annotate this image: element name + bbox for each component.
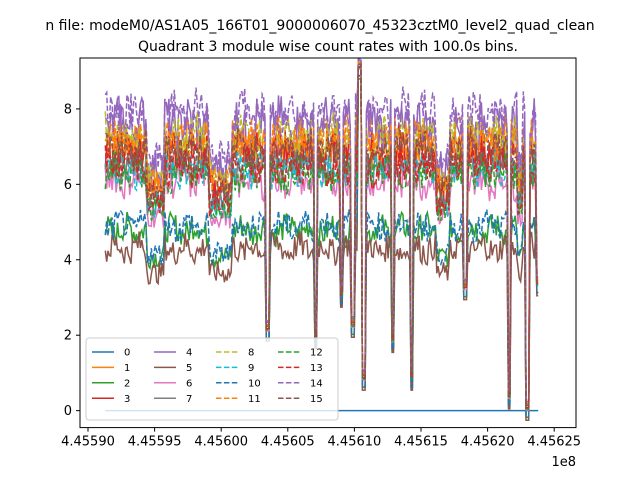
series-line — [104, 66, 539, 410]
series-line — [104, 63, 539, 407]
legend-label: 13 — [310, 363, 323, 374]
legend-label: 7 — [186, 394, 192, 405]
legend-label: 10 — [248, 378, 261, 389]
series-line — [104, 78, 539, 421]
series-13 — [104, 65, 539, 409]
series-5 — [104, 78, 539, 421]
legend-label: 0 — [124, 348, 130, 359]
x-tick-label: 4.45620 — [461, 435, 515, 450]
y-tick-label: 8 — [64, 102, 72, 117]
legend-label: 2 — [124, 378, 130, 389]
legend-label: 1 — [124, 363, 130, 374]
x-tick-label: 4.45625 — [527, 435, 581, 450]
legend-label: 6 — [186, 378, 192, 389]
x-tick-label: 4.45590 — [61, 435, 115, 450]
legend-label: 12 — [310, 348, 323, 359]
chart-title: Quadrant 3 module wise count rates with … — [138, 39, 518, 55]
legend-label: 5 — [186, 363, 192, 374]
series-10 — [104, 74, 539, 418]
series-line — [104, 65, 539, 409]
y-tick-label: 2 — [64, 329, 72, 344]
figure-suptitle: n file: modeM0/AS1A05_166T01_9000006070_… — [45, 18, 594, 34]
x-tick-label: 4.45615 — [394, 435, 448, 450]
series-line — [104, 74, 539, 418]
x-axis: 4.45590 4.45595 4.45600 4.45605 4.45610 4.456… — [61, 427, 581, 450]
legend-label: 15 — [310, 394, 323, 405]
x-tick-label: 4.45600 — [194, 435, 248, 450]
legend-label: 14 — [310, 378, 323, 389]
plot-area — [104, 58, 539, 421]
legend-label: 4 — [186, 348, 192, 359]
y-tick-label: 4 — [64, 253, 72, 268]
axes-frame — [79, 57, 577, 429]
series-9 — [104, 66, 539, 410]
legend-label: 11 — [248, 394, 261, 405]
legend-label: 8 — [248, 348, 254, 359]
series-12 — [104, 66, 539, 410]
x-tick-label: 4.45605 — [261, 435, 315, 450]
x-tick-label: 4.45595 — [128, 435, 182, 450]
legend-box — [85, 337, 339, 421]
y-tick-label: 6 — [64, 178, 72, 193]
series-15 — [104, 63, 539, 407]
y-tick-label: 0 — [64, 404, 72, 419]
series-line — [104, 66, 539, 410]
x-offset-label: 1e8 — [551, 455, 576, 470]
x-tick-label: 4.45610 — [328, 435, 382, 450]
y-axis: 0 2 4 6 8 — [64, 102, 80, 419]
legend-label: 3 — [124, 394, 130, 405]
legend-label: 9 — [248, 363, 254, 374]
